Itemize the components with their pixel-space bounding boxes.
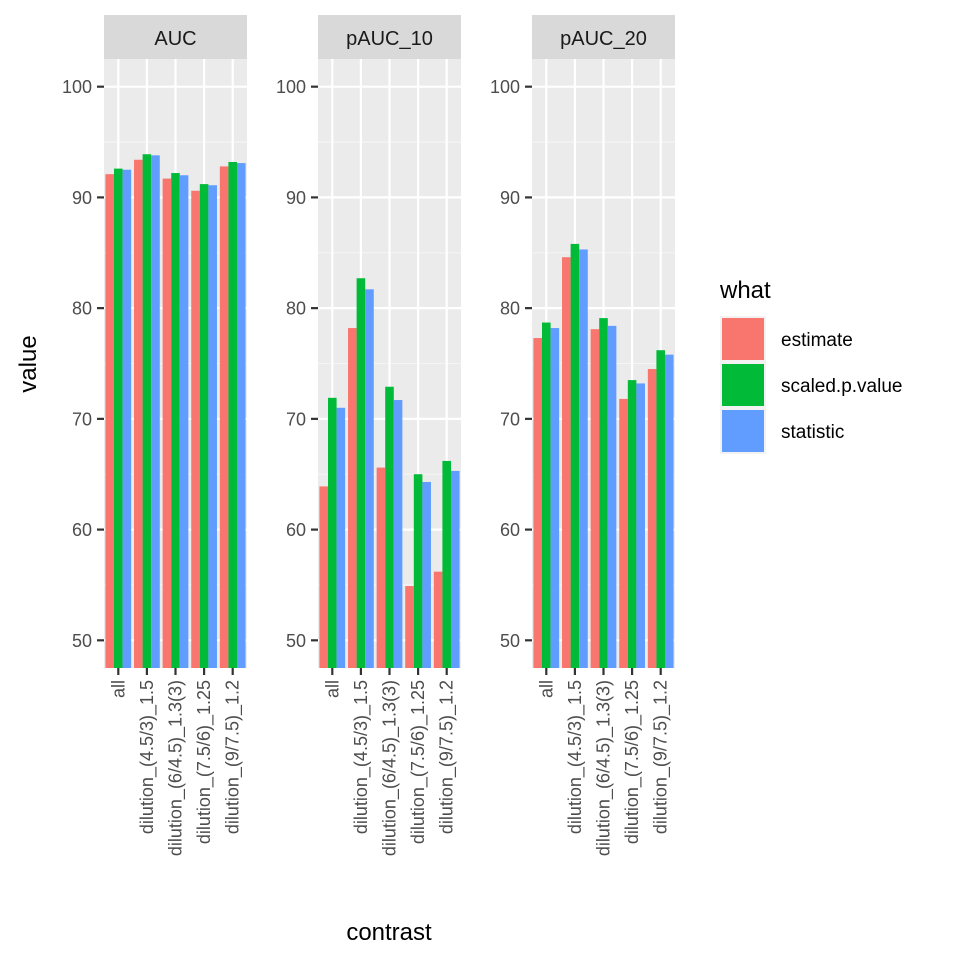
facet-panel-pAUC_10: pAUC_10 50 60 70 80 90 100 all dilution_(4.5/3)_… (276, 15, 461, 856)
bar-scaled.p.value (199, 184, 209, 668)
y-tick-label: 60 (500, 520, 520, 540)
legend: estimate scaled.p.value statistic (720, 316, 902, 454)
bar-scaled.p.value (627, 380, 637, 668)
bar-statistic (450, 470, 460, 668)
y-tick-label: 80 (72, 299, 92, 319)
y-tick-label: 60 (72, 520, 92, 540)
bar-scaled.p.value (228, 161, 237, 668)
x-tick-label: dilution_(7.5/6)_1.25 (408, 680, 429, 844)
bar-estimate (647, 369, 657, 668)
x-tick-label: dilution_(4.5/3)_1.5 (137, 680, 158, 834)
bar-estimate (562, 257, 571, 668)
bar-estimate (405, 586, 414, 668)
bar-estimate (319, 486, 329, 668)
bar-statistic (236, 163, 246, 669)
y-tick-label: 50 (72, 631, 92, 651)
bar-estimate (533, 338, 543, 668)
bar-statistic (365, 289, 374, 668)
facet-strip-label: AUC (154, 28, 196, 50)
x-tick-label: dilution_(7.5/6)_1.25 (622, 680, 643, 844)
x-tick-label: dilution_(6/4.5)_1.3(3) (166, 680, 187, 856)
legend-label-scaled.p.value: scaled.p.value (781, 376, 902, 397)
bar-statistic (579, 249, 588, 668)
facet-panel-AUC: AUC 50 60 70 80 90 100 all dilution_(4.5/3)_1.5 d… (62, 15, 247, 856)
bar-estimate (433, 571, 443, 668)
y-tick-label: 50 (286, 631, 306, 651)
y-tick-label: 100 (62, 77, 92, 97)
x-tick-label: dilution_(4.5/3)_1.5 (351, 680, 372, 834)
y-tick-label: 70 (500, 409, 520, 429)
bar-estimate (348, 328, 357, 668)
y-tick-label: 80 (500, 299, 520, 319)
bar-statistic (636, 383, 645, 668)
x-tick-label: dilution_(6/4.5)_1.3(3) (594, 680, 615, 856)
bar-statistic (550, 328, 560, 668)
bar-estimate (219, 166, 229, 668)
x-tick-label: dilution_(4.5/3)_1.5 (565, 680, 586, 834)
bar-statistic (664, 354, 674, 668)
bar-statistic (393, 400, 403, 668)
legend-title: what (719, 277, 771, 304)
y-tick-label: 100 (276, 77, 306, 97)
legend-label-statistic: statistic (781, 422, 844, 443)
bar-scaled.p.value (413, 474, 423, 668)
facet-strip (104, 15, 247, 59)
bar-statistic (122, 169, 132, 668)
legend-swatch-estimate (722, 318, 764, 360)
legend-swatch-scaled.p.value (722, 364, 764, 406)
bar-statistic (336, 407, 346, 668)
facet-strip-label: pAUC_20 (560, 28, 647, 50)
bar-estimate (162, 178, 172, 668)
y-tick-label: 90 (500, 188, 520, 208)
x-tick-label: all (108, 680, 128, 698)
facet-panel-pAUC_20: pAUC_20 50 60 70 80 90 100 all dilution_(4.5/3)_… (490, 15, 675, 856)
facet-panels: AUC 50 60 70 80 90 100 all dilution_(4.5/3)_1.5 d… (62, 15, 675, 856)
bar-estimate (105, 174, 115, 668)
bar-estimate (619, 398, 628, 668)
bar-estimate (134, 159, 143, 668)
bar-scaled.p.value (142, 154, 152, 668)
bar-scaled.p.value (570, 243, 580, 668)
x-tick-label: dilution_(9/7.5)_1.2 (651, 680, 672, 834)
bar-estimate (191, 190, 200, 669)
x-tick-label: dilution_(7.5/6)_1.25 (194, 680, 215, 844)
y-tick-label: 70 (72, 409, 92, 429)
y-tick-label: 90 (72, 188, 92, 208)
x-tick-label: dilution_(9/7.5)_1.2 (223, 680, 244, 834)
bar-statistic (208, 185, 217, 668)
legend-label-estimate: estimate (781, 330, 853, 351)
bar-scaled.p.value (656, 350, 665, 668)
bar-scaled.p.value (328, 397, 337, 668)
x-tick-label: dilution_(9/7.5)_1.2 (437, 680, 458, 834)
x-tick-label: dilution_(6/4.5)_1.3(3) (380, 680, 401, 856)
x-axis-title: contrast (346, 919, 432, 946)
bar-statistic (422, 481, 431, 668)
y-tick-label: 100 (490, 77, 520, 97)
legend-swatch-statistic (722, 410, 764, 452)
bar-statistic (179, 175, 189, 668)
bar-scaled.p.value (442, 460, 451, 668)
bar-scaled.p.value (356, 278, 366, 668)
y-tick-label: 60 (286, 520, 306, 540)
bar-scaled.p.value (542, 322, 551, 668)
bar-estimate (376, 467, 386, 668)
y-tick-label: 70 (286, 409, 306, 429)
y-tick-label: 50 (500, 631, 520, 651)
x-tick-label: all (536, 680, 556, 698)
y-tick-label: 80 (286, 299, 306, 319)
y-tick-label: 90 (286, 188, 306, 208)
facet-strip-label: pAUC_10 (346, 28, 433, 50)
y-axis-title: value (15, 335, 42, 392)
bar-statistic (607, 325, 617, 668)
bar-statistic (151, 155, 160, 668)
bar-estimate (590, 329, 600, 668)
bar-scaled.p.value (171, 173, 180, 669)
bar-scaled.p.value (599, 318, 608, 668)
x-tick-label: all (322, 680, 342, 698)
bar-scaled.p.value (385, 386, 394, 668)
facet-strip (318, 15, 461, 59)
facet-strip (532, 15, 675, 59)
bar-scaled.p.value (114, 168, 123, 668)
